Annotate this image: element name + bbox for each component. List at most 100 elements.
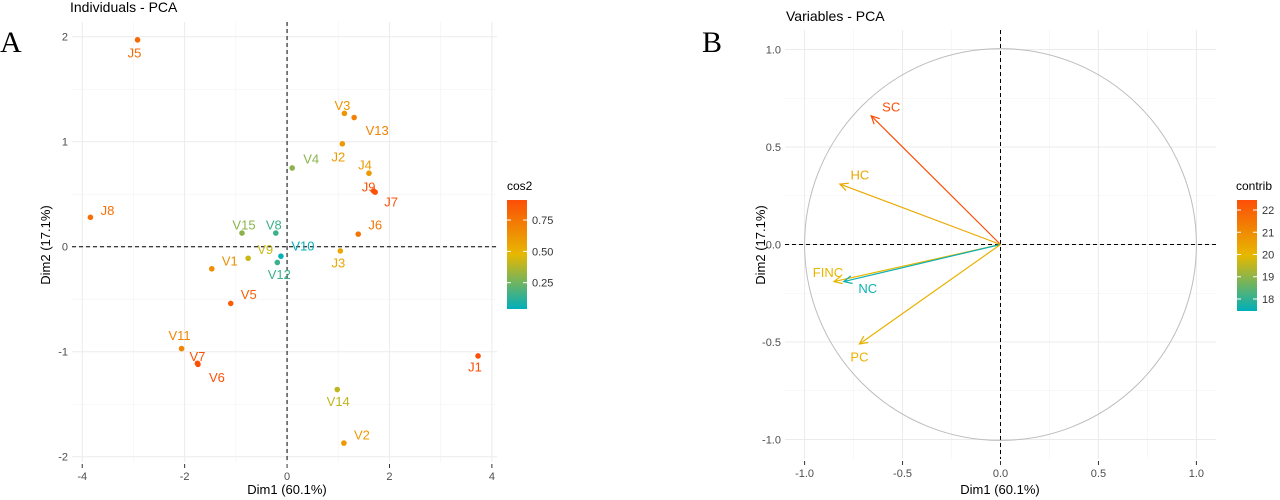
point-label-j2: J2 (331, 149, 345, 164)
panel-label-b: B (702, 26, 722, 59)
point-v13 (351, 114, 357, 121)
variables-x-tick-label: -0.5 (893, 468, 912, 480)
variables-y-tick-label: -1.0 (762, 435, 781, 447)
point-j7 (372, 189, 378, 195)
variables-ylabel: Dim2 (17.1%) (753, 205, 768, 284)
arrow-label-nc: NC (858, 281, 877, 296)
point-label-j9: J9 (362, 180, 376, 195)
arrow-label-finc: FINC (813, 265, 843, 280)
arrow-pc (859, 244, 1001, 345)
point-v5 (227, 300, 234, 307)
individuals-x-tick-label: 2 (386, 471, 392, 483)
point-label-v12: V12 (268, 267, 291, 282)
contrib-legend-tick-label: 19 (1262, 272, 1274, 284)
arrow-sc (870, 115, 1001, 245)
contrib-legend-tick-label: 22 (1262, 205, 1274, 217)
point-label-v3: V3 (334, 98, 350, 113)
cos2-legend-tick-label: 0.75 (532, 215, 553, 227)
point-v9 (245, 255, 251, 262)
point-j2 (339, 141, 346, 147)
point-j4 (366, 170, 372, 177)
arrowhead-nc (842, 275, 853, 285)
individuals-x-tick-label: 4 (489, 471, 495, 483)
point-label-j6: J6 (368, 218, 382, 233)
variables-xlabel: Dim1 (60.1%) (960, 482, 1039, 497)
point-label-v2: V2 (354, 428, 370, 443)
point-label-v6: V6 (209, 370, 225, 385)
point-v15 (239, 230, 245, 236)
point-v8 (272, 230, 279, 236)
variables-x-tick-label: -1.0 (795, 468, 814, 480)
individuals-x-tick-label: -2 (180, 471, 190, 483)
point-label-v9: V9 (257, 242, 273, 257)
point-label-j8: J8 (101, 203, 115, 218)
point-label-j1: J1 (468, 359, 482, 374)
point-label-v7: V7 (189, 349, 205, 364)
arrow-label-hc: HC (850, 168, 869, 183)
point-v4 (289, 165, 295, 171)
point-label-v10: V10 (291, 239, 314, 254)
arrow-hc (839, 183, 1001, 246)
arrow-label-pc: PC (850, 349, 868, 364)
individuals-y-tick-label: -2 (58, 452, 68, 464)
individuals-x-tick-label: 0 (284, 471, 290, 483)
point-v12 (274, 259, 281, 266)
arrowhead-finc (832, 275, 843, 285)
variables-title: Variables - PCA (786, 8, 885, 24)
point-label-j4: J4 (358, 158, 372, 173)
point-v10 (278, 253, 284, 259)
individuals-x-tick-label: -4 (77, 471, 87, 483)
point-v3 (341, 110, 348, 117)
point-v14 (334, 386, 341, 393)
point-j1 (475, 353, 481, 359)
point-v6 (195, 361, 201, 368)
point-v11 (178, 345, 185, 352)
point-v2 (341, 440, 347, 446)
point-label-v14: V14 (327, 394, 350, 409)
contrib-legend-title: contrib (1236, 179, 1272, 193)
point-label-j3: J3 (331, 255, 345, 270)
contrib-legend-colorbar (1237, 200, 1257, 311)
variables-x-tick-label: 0.0 (993, 468, 1008, 480)
cos2-legend-tick-label: 0.50 (532, 246, 553, 258)
arrowhead-pc (858, 335, 869, 345)
arrow-nc (843, 243, 1001, 283)
contrib-legend-tick-label: 21 (1262, 227, 1274, 239)
point-label-j7: J7 (384, 195, 398, 210)
contrib-legend-tick-label: 20 (1262, 249, 1274, 261)
variables-pca-panel: -1.0 -0.5 0.0 0.5 1.0 -1.0 -0.5 0.0 0.5 1.0 SC HC FI… (762, 30, 1274, 480)
variables-y-tick-label: 1.0 (766, 45, 781, 57)
point-label-v15: V15 (232, 218, 255, 233)
arrowhead-hc (838, 182, 849, 191)
panel-label-a: A (0, 26, 22, 59)
point-label-v11: V11 (168, 328, 190, 343)
arrow-label-sc: SC (882, 99, 900, 114)
variables-y-tick-label: 0.0 (766, 240, 781, 252)
individuals-y-tick-label: 0 (62, 242, 68, 254)
variables-y-tick-label: -0.5 (762, 337, 781, 349)
individuals-xlabel: Dim1 (60.1%) (247, 482, 326, 497)
point-label-v8: V8 (266, 218, 282, 233)
point-label-j5: J5 (128, 45, 142, 60)
point-j5 (134, 37, 141, 43)
cos2-legend-tick-label: 0.25 (532, 278, 553, 290)
cos2-legend-title: cos2 (507, 179, 533, 193)
point-j3 (337, 248, 344, 254)
point-label-v13: V13 (366, 123, 389, 138)
point-label-v4: V4 (303, 151, 319, 166)
arrowhead-sc (870, 114, 880, 125)
individuals-ylabel: Dim2 (17.1%) (38, 205, 53, 284)
cos2-legend-colorbar (507, 200, 527, 309)
individuals-title: Individuals - PCA (70, 0, 178, 15)
individuals-y-tick-label: 2 (62, 32, 68, 44)
correlation-circle (804, 48, 1197, 441)
variables-x-tick-label: 1.0 (1189, 468, 1204, 480)
individuals-y-tick-label: -1 (58, 347, 68, 359)
point-label-v5: V5 (241, 287, 257, 302)
point-v1 (208, 265, 215, 272)
contrib-legend-tick-label: 18 (1262, 294, 1274, 306)
point-j8 (87, 214, 94, 221)
individuals-y-tick-label: 1 (62, 137, 68, 149)
